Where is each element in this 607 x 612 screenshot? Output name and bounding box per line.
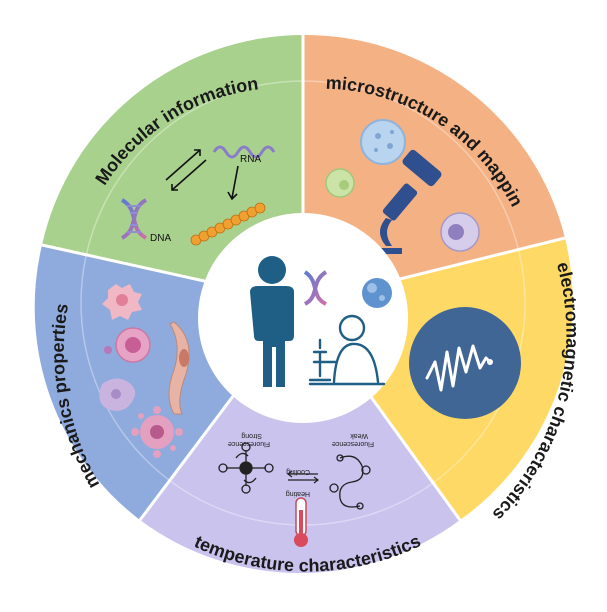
cell-elongated-icon bbox=[168, 321, 190, 415]
cell-purple-icon bbox=[440, 212, 480, 252]
svg-text:Fluorescence: Fluorescence bbox=[332, 440, 374, 447]
equilibrium-arrows-icon bbox=[165, 149, 207, 191]
rna-strand-icon bbox=[212, 145, 276, 159]
segment-temperature bbox=[140, 303, 460, 574]
rna-label: RNA bbox=[240, 154, 261, 165]
thermometer-icon bbox=[294, 497, 308, 547]
protein-chain-icon bbox=[190, 202, 266, 246]
molecule-strong-icon bbox=[218, 442, 274, 494]
dna-label: DNA bbox=[150, 233, 171, 244]
arrow-down-icon bbox=[227, 165, 239, 201]
dna-icon bbox=[120, 198, 148, 240]
cooling-heating-arrows-icon bbox=[287, 470, 319, 484]
weak-fluorescence-label: Weak Fluorescence bbox=[332, 432, 374, 447]
waveform-endpoint bbox=[487, 359, 493, 365]
cell-green-icon bbox=[325, 168, 355, 198]
cell-spiky-icon bbox=[131, 406, 183, 458]
center-circle bbox=[198, 213, 408, 423]
person-icon bbox=[250, 256, 294, 387]
cell-blue-icon bbox=[360, 119, 406, 165]
svg-text:Weak: Weak bbox=[350, 432, 368, 439]
cooling-label: Cooling bbox=[286, 468, 310, 475]
dna-helix-icon bbox=[303, 270, 328, 306]
virus-cell-icon bbox=[362, 278, 392, 308]
signal-waveform-icon bbox=[425, 344, 492, 392]
svg-text:Fluorescence: Fluorescence bbox=[228, 440, 270, 447]
svg-text:Strong: Strong bbox=[241, 432, 262, 439]
scientist-icon bbox=[308, 314, 386, 386]
heating-label: Heating bbox=[286, 490, 310, 497]
cell-pink-star-icon bbox=[102, 284, 142, 320]
molecule-weak-icon bbox=[329, 454, 371, 510]
strong-fluorescence-label: Strong Fluorescence bbox=[228, 432, 270, 447]
cell-round-icon bbox=[115, 327, 151, 363]
waveform-badge bbox=[409, 307, 521, 419]
cell-purple-blob-icon bbox=[99, 378, 136, 411]
cell-dot-icon bbox=[104, 346, 112, 354]
